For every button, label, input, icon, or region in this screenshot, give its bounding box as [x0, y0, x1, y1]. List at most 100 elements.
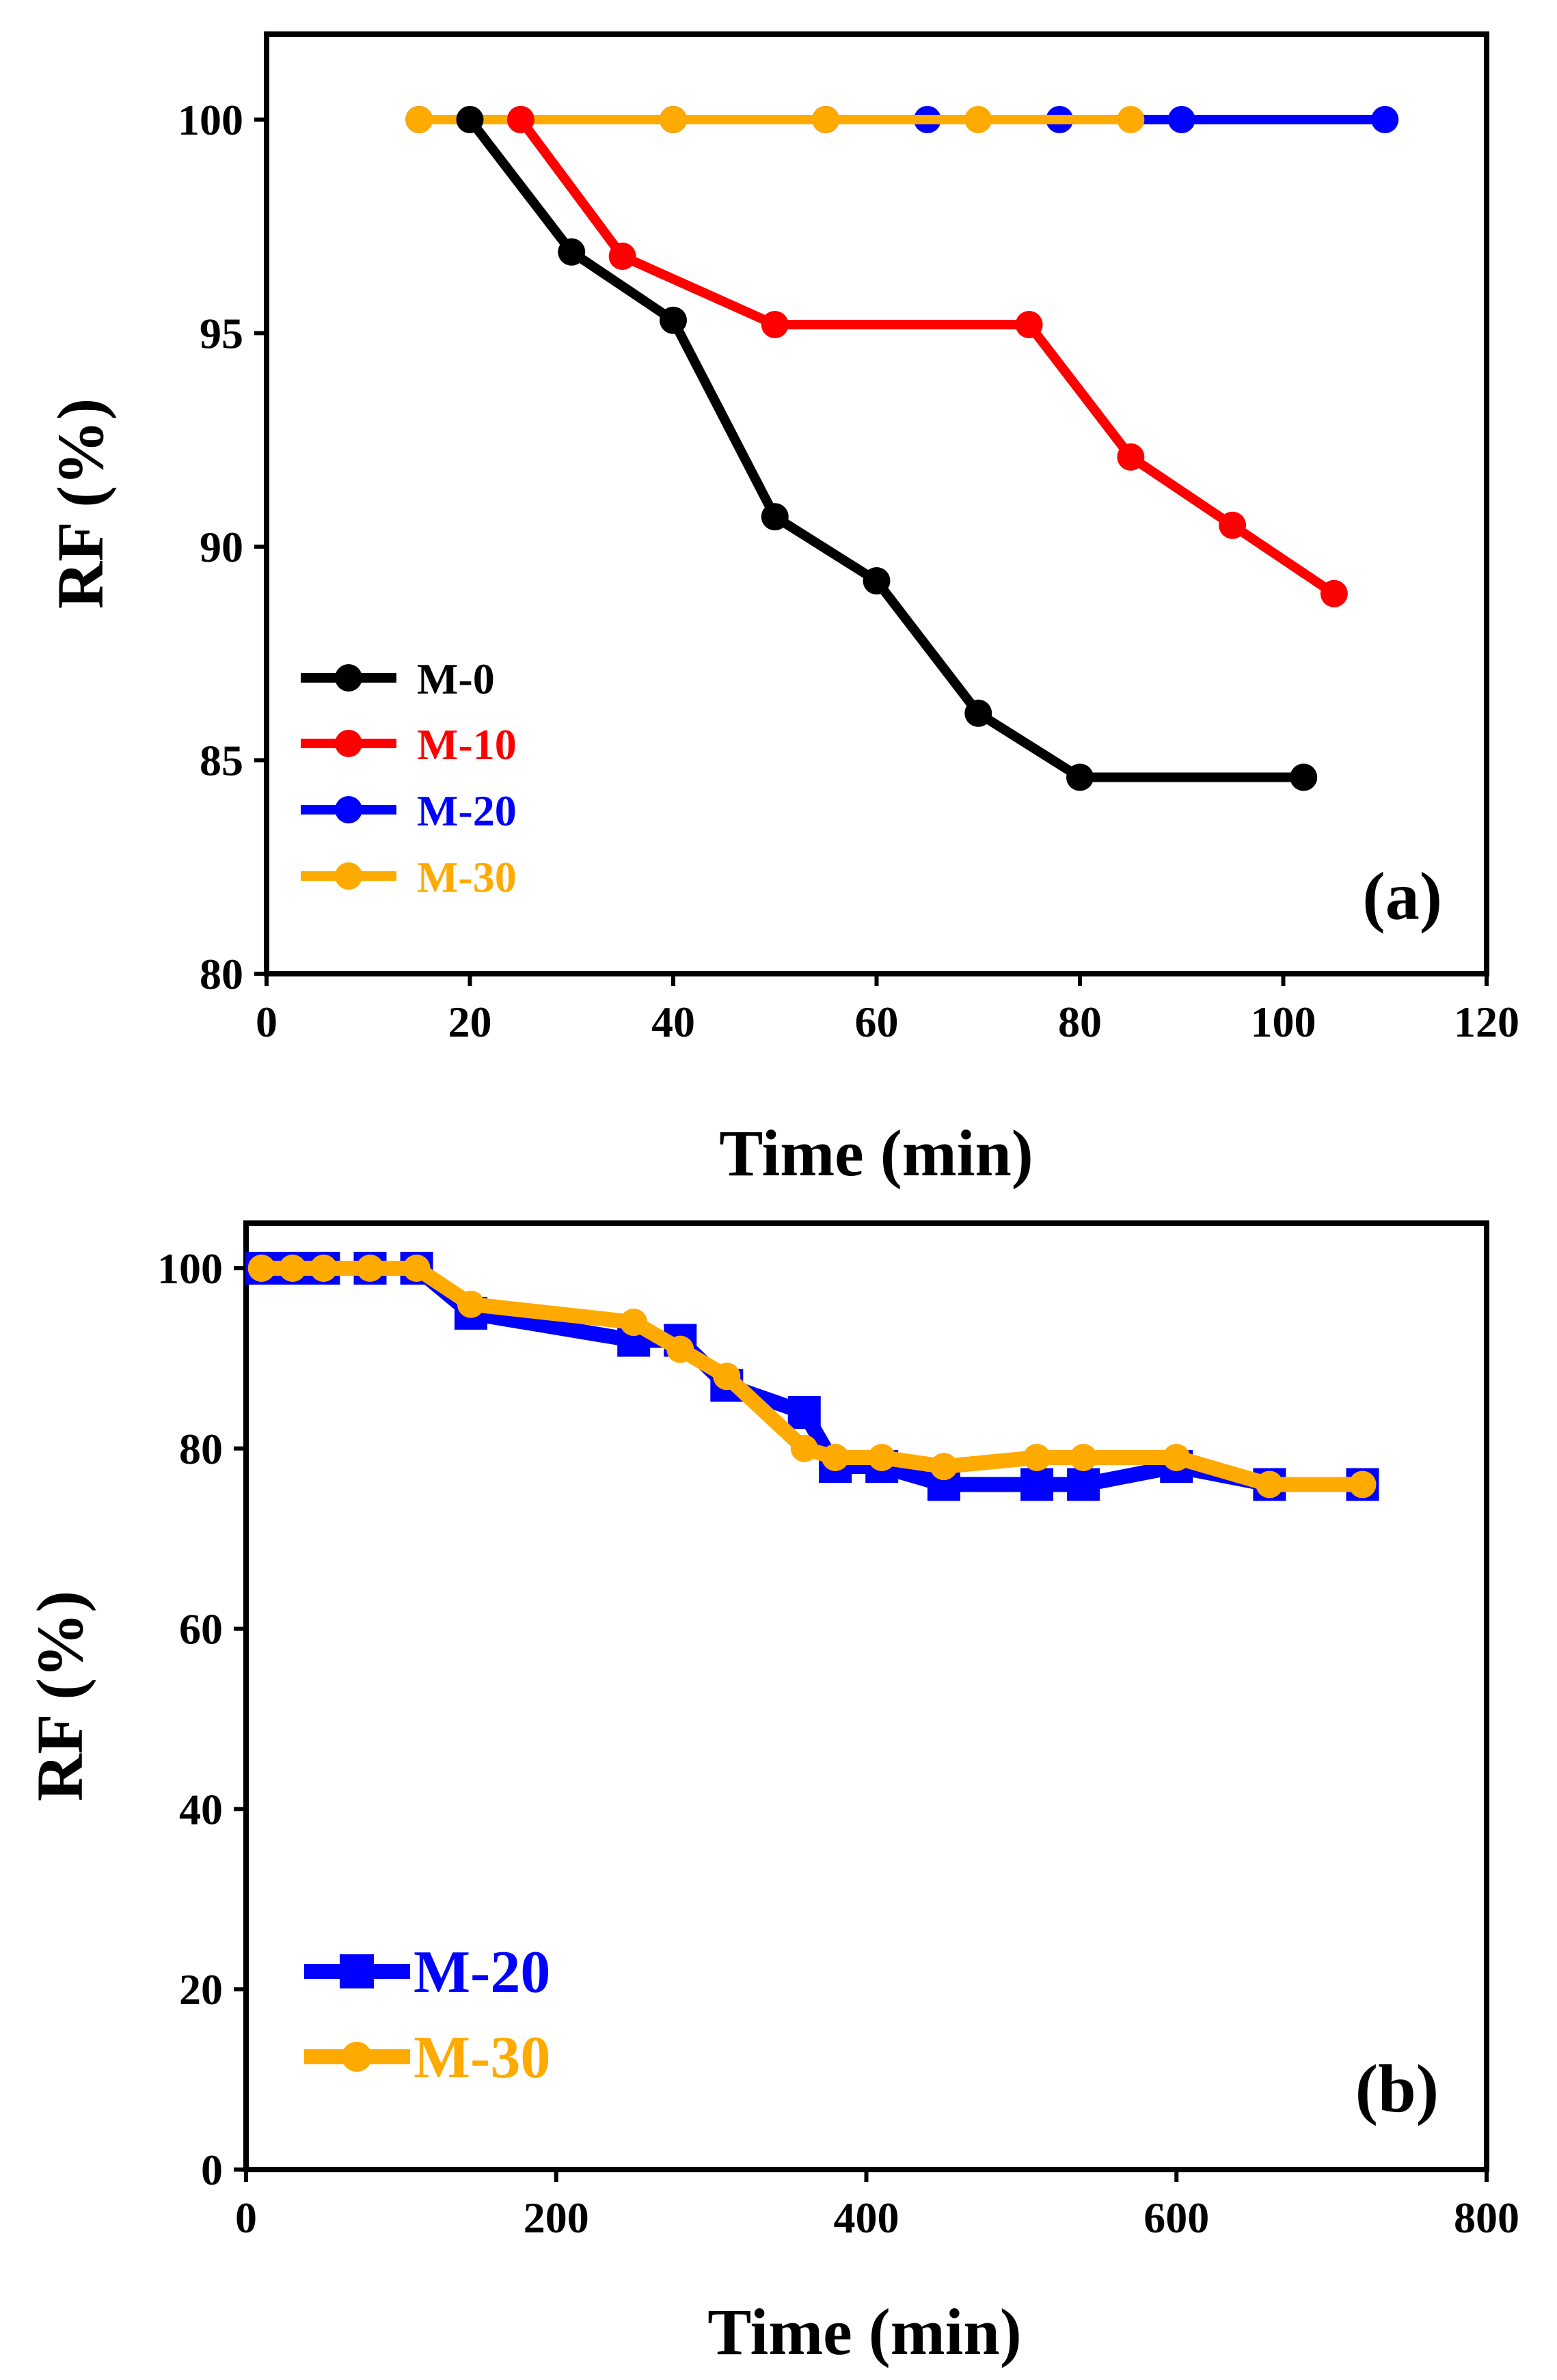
panel-a-point-m-0: [761, 503, 789, 531]
legend-label-b-m-20: M-20: [414, 1939, 550, 2006]
panel-a-series-m-10: [506, 106, 1348, 607]
legend-marker-m-0: [335, 664, 362, 692]
panel-b-point-m-30: [930, 1453, 958, 1481]
panel-b-plot-frame: [243, 1220, 1489, 2172]
panel-b-point-m-30: [1349, 1471, 1377, 1499]
panel-b-point-m-20: [787, 1396, 821, 1429]
panel-b-y-tick-label: 80: [179, 1425, 223, 1473]
panel-b-point-m-30: [666, 1335, 694, 1363]
panel-b-y-tick-label: 60: [179, 1605, 223, 1654]
panel-a-point-m-10: [608, 243, 636, 270]
panel-a-point-m-10: [506, 106, 534, 133]
panel-a-point-m-10: [761, 311, 789, 338]
panel-b-point-m-30: [279, 1254, 307, 1282]
panel-a-y-tick-label: 80: [200, 950, 243, 998]
panel-b-ticks: 0 200 400 600 800 0 20 40 60 80 100: [157, 1244, 1519, 2242]
panel-a-series: [405, 106, 1399, 791]
panel-a-point-m-0: [558, 238, 586, 266]
panel-b-y-tick-label: 0: [201, 2146, 223, 2194]
panel-a-x-tick-label: 20: [448, 998, 492, 1046]
panel-b-x-tick-label: 400: [834, 2193, 899, 2242]
panel-b: 0 200 400 600 800 0 20 40 60 80 100 Time (min) RF …: [23, 1220, 1519, 2368]
panel-a-plot-frame: [264, 31, 1489, 976]
panel-a-point-m-30: [964, 106, 992, 133]
legend-item-m-20: M-20: [301, 787, 517, 835]
panel-b-x-tick-label: 600: [1143, 2193, 1209, 2242]
panel-b-point-m-20: [1020, 1468, 1054, 1501]
panel-a-y-tick-label: 85: [200, 737, 243, 785]
panel-b-legend: M-20 M-30: [304, 1939, 550, 2091]
panel-a-point-m-30: [405, 106, 433, 133]
panel-a-point-m-0: [456, 106, 484, 133]
panel-b-x-axis-title: Time (min): [707, 2295, 1022, 2368]
panel-b-point-m-30: [868, 1443, 896, 1471]
legend-item-m-0: M-0: [301, 655, 495, 703]
panel-b-x-tick-label: 0: [235, 2193, 257, 2242]
panel-b-point-m-30: [1163, 1443, 1191, 1471]
panel-a-line-m-0: [465, 115, 1309, 782]
panel-a-point-m-30: [660, 106, 687, 133]
legend-item-b-m-30: M-30: [304, 2025, 550, 2091]
panel-b-x-tick-label: 800: [1454, 2193, 1519, 2242]
panel-b-point-m-30: [403, 1254, 431, 1282]
panel-b-point-m-30: [1023, 1443, 1051, 1471]
panel-a-point-m-10: [1015, 311, 1043, 338]
panel-b-series-m-30: [247, 1254, 1377, 1499]
legend-marker-m-20: [335, 796, 362, 823]
panel-b-point-m-30: [1256, 1471, 1284, 1499]
panel-a-point-m-20: [1371, 106, 1399, 133]
legend-label-m-30: M-30: [417, 853, 517, 901]
panel-a-x-tick-label: 40: [651, 998, 695, 1046]
legend-marker-m-30: [335, 862, 362, 890]
panel-a-label: (a): [1362, 858, 1442, 934]
legend-marker-m-10: [335, 730, 362, 757]
panel-a-x-tick-label: 80: [1058, 998, 1102, 1046]
panel-b-point-m-30: [620, 1309, 648, 1337]
panel-b-label: (b): [1355, 2051, 1439, 2126]
panel-b-series: [245, 1251, 1379, 1501]
panel-a-ticks: 0 20 40 60 80 100 120 80 85 90 95 100: [178, 96, 1519, 1046]
legend-item-m-30: M-30: [301, 853, 517, 901]
legend-label-m-0: M-0: [417, 655, 495, 703]
panel-a-point-m-30: [1117, 106, 1145, 133]
panel-a-point-m-0: [1066, 763, 1094, 791]
legend-item-b-m-20: M-20: [304, 1939, 550, 2006]
panel-a-point-m-30: [812, 106, 840, 133]
panel-a-y-axis-title: RF (%): [44, 398, 117, 609]
panel-a-point-m-10: [1219, 511, 1247, 539]
legend-label-b-m-30: M-30: [414, 2025, 550, 2091]
panel-a-x-axis-title: Time (min): [719, 1117, 1033, 1190]
panel-b-y-tick-label: 20: [179, 1965, 223, 2014]
panel-a-point-m-0: [660, 306, 687, 334]
panel-b-y-axis-title: RF (%): [23, 1591, 96, 1801]
panel-a: 0 20 40 60 80 100 120 80 85 90 95 100 Time (min) RF…: [44, 31, 1519, 1190]
panel-b-point-m-30: [457, 1290, 485, 1318]
panel-a-series-m-0: [456, 106, 1318, 791]
panel-b-point-m-30: [790, 1434, 818, 1462]
legend-marker-b-m-20: [340, 1954, 374, 1988]
legend-label-m-20: M-20: [417, 787, 517, 835]
panel-b-y-tick-label: 40: [179, 1785, 223, 1833]
panel-b-point-m-20: [1067, 1468, 1100, 1501]
panel-a-legend: M-0 M-10 M-20 M-30: [301, 655, 517, 901]
panel-a-point-m-0: [1290, 763, 1318, 791]
panel-a-point-m-10: [1117, 443, 1145, 471]
panel-b-point-m-30: [822, 1443, 850, 1471]
panel-b-x-tick-label: 200: [524, 2193, 589, 2242]
legend-item-m-10: M-10: [301, 720, 517, 769]
panel-b-point-m-30: [356, 1254, 384, 1282]
panel-b-point-m-30: [247, 1254, 275, 1282]
panel-a-x-tick-label: 120: [1454, 998, 1519, 1046]
panel-a-x-tick-label: 0: [256, 998, 277, 1046]
panel-b-point-m-30: [310, 1254, 338, 1282]
panel-a-x-tick-label: 100: [1251, 998, 1316, 1046]
panel-a-point-m-0: [863, 567, 891, 594]
panel-a-y-tick-label: 90: [200, 523, 243, 571]
legend-label-m-10: M-10: [417, 720, 517, 769]
panel-b-point-m-30: [713, 1363, 741, 1391]
panel-a-y-tick-label: 100: [178, 96, 243, 144]
panel-a-y-tick-label: 95: [200, 310, 243, 358]
panel-a-point-m-20: [1167, 106, 1195, 133]
legend-marker-b-m-30: [342, 2042, 372, 2072]
